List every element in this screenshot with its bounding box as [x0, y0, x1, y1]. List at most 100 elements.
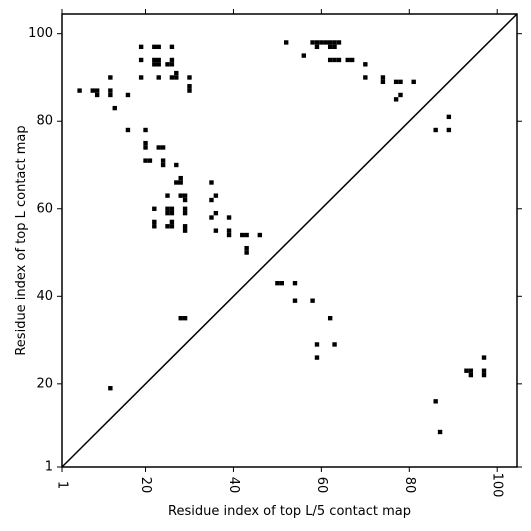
contact-point — [244, 250, 249, 255]
contact-point — [226, 232, 232, 238]
data-points — [77, 40, 487, 435]
y-axis-label: Residue index of top L contact map — [14, 125, 29, 355]
contact-point — [77, 88, 82, 93]
plot-frame — [61, 13, 518, 468]
contact-point — [363, 75, 368, 80]
contact-point — [279, 280, 285, 286]
contact-point — [363, 62, 368, 67]
contact-point — [209, 197, 214, 203]
contact-point — [152, 62, 157, 67]
contact-point — [244, 232, 249, 238]
contact-point — [125, 92, 131, 98]
y-tick-label: 1 — [45, 460, 53, 475]
contact-point — [301, 53, 306, 58]
contact-point — [174, 180, 179, 185]
contact-point — [174, 70, 179, 76]
y-axis-ticks: 1 20 40 60 80 100 — [28, 26, 522, 475]
contact-point — [165, 62, 170, 67]
contact-point — [138, 75, 144, 80]
contact-point — [319, 40, 324, 45]
contact-point — [310, 40, 315, 45]
contact-point — [380, 75, 386, 80]
contact-point — [156, 75, 161, 80]
contact-point — [213, 193, 219, 198]
contact-point — [187, 75, 192, 80]
contact-point — [398, 92, 403, 98]
contact-point — [433, 127, 438, 133]
contact-point — [433, 399, 438, 404]
contact-point — [380, 79, 386, 85]
contact-point — [332, 57, 337, 63]
contact-point — [152, 57, 157, 63]
contact-point — [152, 206, 157, 211]
contact-point — [169, 44, 175, 50]
contact-point — [160, 162, 166, 168]
contact-point — [481, 355, 487, 360]
contact-point — [314, 342, 320, 347]
y-tick-label: 60 — [36, 201, 53, 216]
contact-point — [178, 175, 183, 181]
contact-point — [178, 316, 183, 321]
contact-point — [165, 224, 170, 229]
contact-point — [481, 368, 487, 373]
y-tick-label: 40 — [36, 289, 53, 304]
contact-point — [327, 44, 333, 50]
contact-point — [169, 224, 175, 229]
contact-point — [284, 40, 289, 45]
contact-point — [226, 215, 232, 220]
contact-point — [314, 355, 320, 360]
contact-point — [257, 232, 263, 238]
x-tick-label: 20 — [138, 477, 153, 494]
y-tick-label: 80 — [36, 114, 53, 129]
contact-point — [182, 224, 188, 229]
contact-point — [169, 62, 175, 67]
contact-point — [468, 372, 474, 378]
contact-point — [143, 140, 148, 146]
contact-point — [169, 219, 175, 225]
contact-point — [90, 88, 95, 93]
contact-point — [323, 40, 328, 45]
contact-point — [165, 210, 170, 216]
contact-point — [327, 40, 333, 45]
contact-point — [349, 57, 355, 63]
contact-point — [327, 57, 333, 63]
contact-point — [437, 429, 443, 435]
diagonal-line — [61, 13, 518, 468]
contact-point — [108, 92, 113, 98]
contact-point — [156, 62, 161, 67]
contact-point — [112, 105, 117, 111]
contact-point — [332, 342, 337, 347]
contact-point — [213, 228, 219, 233]
contact-point — [182, 316, 188, 321]
contact-point — [187, 88, 192, 93]
contact-point — [152, 219, 157, 225]
contact-point — [174, 75, 179, 80]
contact-point — [393, 79, 399, 85]
contact-point — [327, 316, 333, 321]
contact-point — [156, 57, 161, 63]
contact-point — [174, 162, 179, 168]
contact-point — [332, 44, 337, 50]
contact-point — [182, 206, 188, 211]
contact-point — [169, 75, 175, 80]
contact-point — [481, 372, 487, 378]
contact-point — [464, 368, 469, 373]
contact-point — [182, 228, 188, 233]
contact-point — [275, 280, 280, 286]
contact-point — [468, 368, 474, 373]
x-tick-label: 80 — [402, 477, 417, 494]
contact-point — [152, 44, 157, 50]
x-tick-label: 40 — [226, 477, 241, 494]
contact-point — [182, 210, 188, 216]
contact-point — [178, 193, 183, 198]
contact-point — [336, 40, 342, 45]
contact-point — [209, 215, 214, 220]
contact-point — [169, 206, 175, 211]
contact-point — [446, 127, 452, 133]
contact-point — [94, 88, 100, 93]
y-tick-label: 100 — [28, 26, 53, 41]
contact-point — [182, 197, 188, 203]
contact-point — [336, 57, 342, 63]
contact-point — [125, 127, 131, 133]
